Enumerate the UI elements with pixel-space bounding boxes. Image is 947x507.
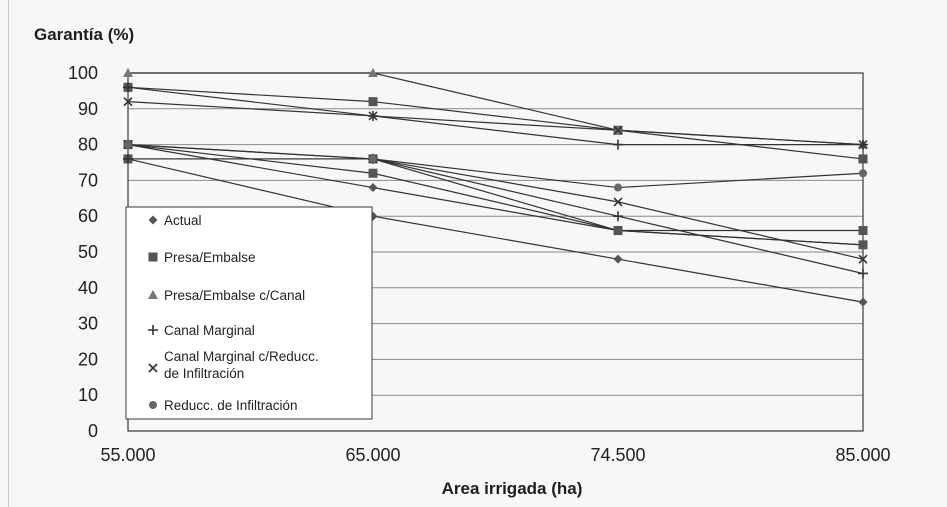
legend-marker-circle xyxy=(149,401,157,409)
data-point-square xyxy=(613,226,623,236)
data-point-diamond xyxy=(613,254,623,264)
y-tick-label: 30 xyxy=(78,314,98,334)
legend-label: Reducc. de Infiltración xyxy=(164,398,298,413)
y-tick-label: 60 xyxy=(78,206,98,226)
data-point-circle xyxy=(124,140,132,149)
data-point-circle xyxy=(369,154,377,163)
y-tick-label: 70 xyxy=(78,170,98,190)
legend-marker-x xyxy=(148,363,158,373)
data-point-x xyxy=(123,97,133,107)
data-point-x xyxy=(613,125,623,135)
x-tick-label: 65.000 xyxy=(345,445,400,465)
data-point-plus xyxy=(613,211,623,222)
series-line-x xyxy=(127,101,864,146)
data-point-square xyxy=(858,226,868,236)
data-point-x xyxy=(613,197,623,207)
data-point-square xyxy=(858,240,868,250)
data-point-x xyxy=(368,111,378,121)
data-point-square xyxy=(368,168,378,178)
data-point-square xyxy=(368,97,378,107)
y-tick-label: 40 xyxy=(78,278,98,298)
x-tick-label: 74.500 xyxy=(590,445,645,465)
y-tick-label: 90 xyxy=(78,99,98,119)
x-axis-label: Area irrigada (ha) xyxy=(442,479,583,498)
x-tick-label: 55.000 xyxy=(100,445,155,465)
y-tick-label: 50 xyxy=(78,242,98,262)
legend-label: Canal Marginal c/Reducc. de Infiltración xyxy=(164,349,319,381)
data-point-plus xyxy=(123,153,133,164)
scan-edge-line xyxy=(8,0,9,507)
legend-label: Canal Marginal xyxy=(164,323,255,338)
y-tick-label: 0 xyxy=(88,421,98,441)
y-tick-label: 20 xyxy=(78,349,98,369)
series-line-plus xyxy=(128,158,864,275)
data-point-x xyxy=(858,140,868,150)
data-point-triangle xyxy=(123,68,133,77)
y-tick-label: 80 xyxy=(78,135,98,155)
x-tick-label: 85.000 xyxy=(835,445,890,465)
data-point-x xyxy=(858,254,868,264)
legend-label: Presa/Embalse c/Canal xyxy=(164,288,305,303)
series-line-circle xyxy=(127,144,864,189)
legend-label: Presa/Embalse xyxy=(164,250,256,265)
legend-label: Actual xyxy=(164,213,202,228)
series-line-plus xyxy=(127,86,863,146)
data-point-diamond xyxy=(858,297,868,307)
legend-marker-diamond xyxy=(148,215,158,225)
legend-marker-plus xyxy=(148,325,158,335)
series-line-diamond xyxy=(127,158,864,303)
data-point-triangle xyxy=(368,68,378,77)
y-tick-label: 100 xyxy=(68,63,98,83)
data-point-diamond xyxy=(368,183,378,193)
data-point-square xyxy=(858,154,868,164)
data-point-circle xyxy=(614,183,622,192)
legend-box xyxy=(125,206,373,420)
legend-marker-square xyxy=(148,252,158,262)
chart-title: Garantía (%) xyxy=(34,25,134,44)
legend-marker-triangle xyxy=(148,290,158,299)
data-point-plus xyxy=(613,139,623,150)
data-point-circle xyxy=(859,169,867,178)
data-point-plus xyxy=(858,268,868,279)
y-tick-label: 10 xyxy=(78,385,98,405)
data-point-plus xyxy=(123,82,133,93)
